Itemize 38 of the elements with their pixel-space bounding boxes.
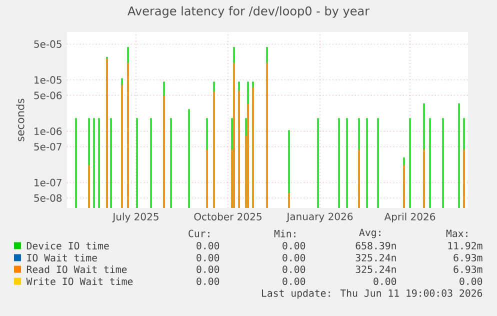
text: Max: [446, 230, 468, 238]
y-tick-label: 1e-07 [34, 178, 62, 186]
text: 0.00 [282, 266, 306, 274]
text: 325.24n [356, 254, 396, 262]
text: Last update: Thu Jun 11 19:00:03 2026 [262, 289, 482, 299]
text: 6.93m [454, 266, 482, 274]
y-tick-label: 1e-05 [34, 76, 62, 84]
legend-label: Device IO time [26, 242, 109, 250]
text: 0.00 [196, 266, 220, 274]
x-tick-label: April 2026 [384, 212, 436, 222]
text: 658.39n [356, 242, 396, 250]
y-tick-label: 5e-06 [34, 92, 62, 100]
x-tick-label: July 2025 [112, 212, 158, 222]
y-axis-title: seconds [16, 98, 24, 142]
text: 0.00 [282, 278, 306, 286]
y-tick-label: 5e-05 [34, 40, 62, 48]
legend-label: Write IO Wait time [26, 277, 133, 286]
text: 0.00 [196, 254, 220, 262]
text: 11.92m [448, 242, 482, 250]
text: Avg: [359, 228, 380, 238]
legend-label: Read IO Wait time [26, 265, 127, 274]
text: 0.00 [460, 278, 482, 286]
text: 0.00 [282, 242, 306, 250]
text: 0.00 [282, 254, 306, 262]
text: Cur: [188, 230, 210, 238]
chart-title: Average latency for /dev/loop0 - by year [128, 6, 370, 18]
x-tick-label: January 2026 [286, 212, 353, 222]
text: 0.00 [374, 278, 396, 286]
text: Min: [274, 230, 296, 238]
x-tick-label: October 2025 [194, 212, 262, 220]
text: 6.93m [454, 254, 482, 262]
text: 325.24n [356, 266, 396, 274]
legend-label: IO Wait time [27, 254, 97, 262]
text: 0.00 [196, 242, 220, 250]
y-tick-label: 5e-08 [34, 194, 62, 202]
text: 0.00 [196, 278, 220, 286]
y-tick-label: 1e-06 [34, 127, 62, 136]
y-tick-label: 5e-07 [34, 142, 62, 151]
